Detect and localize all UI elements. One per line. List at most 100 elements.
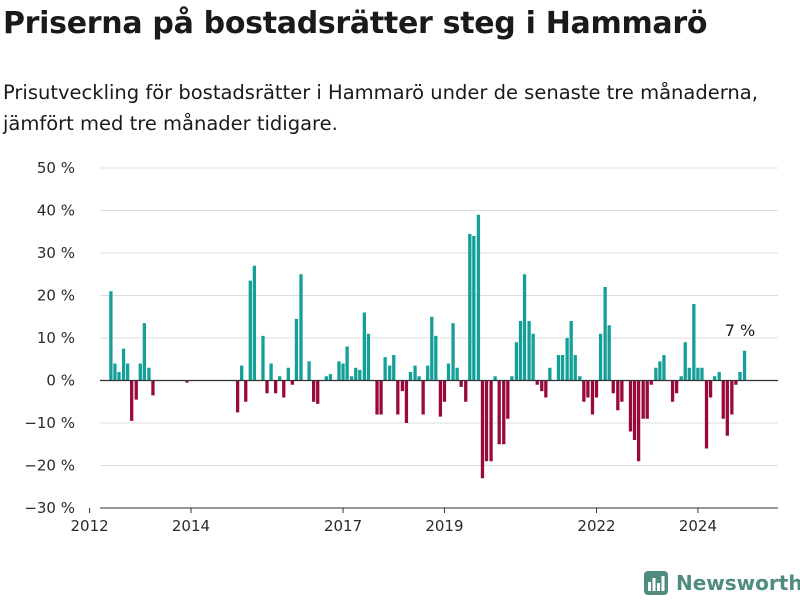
bar [476,214,481,381]
bar [404,380,409,423]
bar [565,338,569,381]
bar [590,380,595,415]
bar [489,380,493,462]
y-tick-label: 30 % [37,244,75,262]
y-tick-label: −30 % [24,499,75,517]
bar [408,372,413,381]
bar [147,367,151,381]
bar [603,287,607,381]
chart-subtitle: Prisutveckling för bostadsrätter i Hamma… [3,81,758,135]
bar [730,380,734,415]
y-tick-label: −10 % [24,414,75,432]
bar [138,363,142,381]
bar [734,380,738,385]
bar [493,376,497,381]
bar [375,380,379,415]
x-tick-label: 2014 [172,517,210,535]
bar [620,380,624,402]
bar [704,380,709,449]
latest-value-label: 7 % [725,321,755,340]
y-tick-label: 10 % [37,329,75,347]
bar [299,274,303,381]
chart-title: Priserna på bostadsrätter steg i Hammarö [3,6,708,41]
bar [472,236,476,381]
bar [388,365,392,381]
x-tick-label: 2017 [324,517,362,535]
bar [265,380,269,394]
bar [273,380,278,394]
bar [244,380,248,402]
bar [362,312,367,381]
x-tick-label: 2022 [577,517,615,535]
bar [113,363,117,381]
y-tick-label: 20 % [37,287,75,305]
bar [721,380,725,419]
bar [379,380,383,415]
bar [451,323,455,381]
bar [522,274,527,381]
bar [674,380,679,394]
x-tick-label: 2019 [425,517,463,535]
bar [632,380,637,440]
bar [598,333,603,381]
bar [582,380,586,402]
bar [480,380,485,479]
bar [252,265,256,381]
bar [607,325,611,381]
bar [337,361,341,381]
bar [548,367,552,381]
bar [316,380,320,404]
bar [328,374,333,381]
bar [510,376,514,381]
bar [518,321,523,381]
bar [497,380,501,445]
bar [134,380,138,400]
bar [109,291,113,381]
bar [235,380,240,413]
bar [468,233,472,381]
x-tick-label: 2024 [679,517,717,535]
y-tick-label: 0 % [46,372,75,390]
bar-chart-logo-icon [644,571,668,595]
bar [540,380,544,392]
bar [712,376,717,381]
bar [413,365,417,381]
bar [594,380,599,398]
bar [286,367,290,381]
bar [692,304,696,381]
bar [679,376,683,381]
bar [438,380,443,417]
bar [662,355,666,381]
bar [738,372,742,381]
bar [527,321,531,381]
bar [240,365,244,381]
bar [392,355,396,381]
bar [725,380,729,436]
bar [121,348,126,381]
bar [573,355,577,381]
bar [502,380,506,445]
bar [290,380,295,385]
bar [560,355,565,381]
bar [421,380,425,415]
bar [616,380,620,411]
bar [578,376,582,381]
bar [269,363,273,381]
bar [446,363,451,381]
bar [294,318,299,381]
bar [248,280,252,381]
bar [670,380,675,402]
bar [717,372,721,381]
bar [708,380,713,398]
bar [142,323,146,381]
bar [455,367,459,381]
bar [696,367,700,381]
bar [358,369,362,381]
bar [544,380,548,398]
bar [700,367,704,381]
bar [312,380,316,402]
bar [278,376,282,381]
bar [645,380,649,419]
bar [649,380,653,385]
x-tick-label: 2012 [71,517,109,535]
